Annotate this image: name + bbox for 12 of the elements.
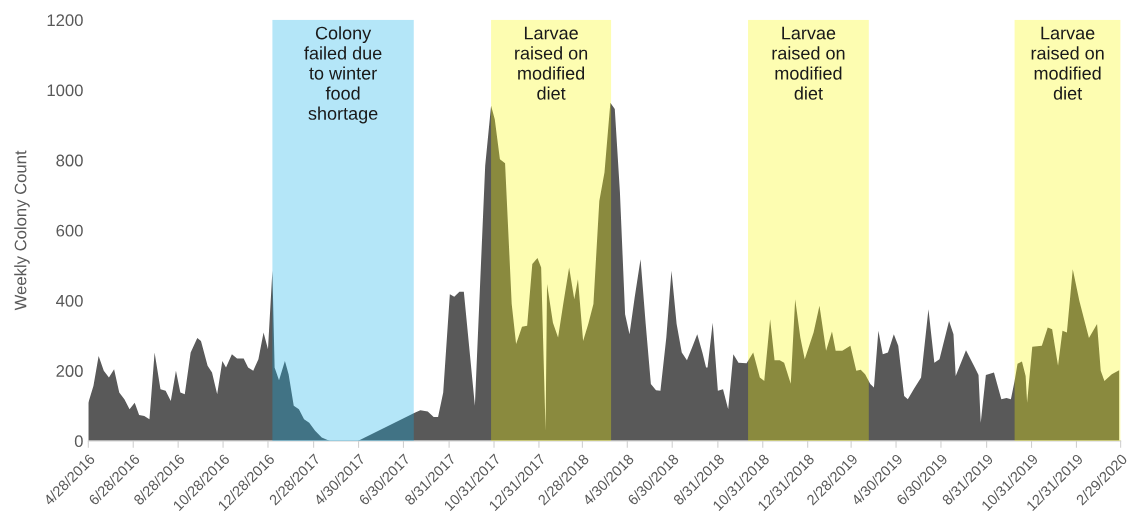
band-label: Larvae raised on modified diet (1031, 26, 1104, 100)
y-tick-label: 1200 (47, 14, 83, 27)
y-axis-title: Weekly Colony Count (14, 150, 30, 311)
band-label: Larvae raised on modified diet (515, 26, 588, 100)
band-label: Colony failed due to winter food shortage (304, 26, 382, 124)
y-tick-label: 400 (56, 294, 83, 307)
y-tick-label: 800 (56, 154, 83, 167)
y-tick-label: 200 (56, 365, 83, 377)
y-tick-label: 0 (74, 435, 83, 448)
y-tick-label: 1000 (47, 84, 83, 97)
band-label: Larvae raised on modified diet (772, 26, 845, 100)
y-tick-label: 600 (56, 224, 83, 237)
